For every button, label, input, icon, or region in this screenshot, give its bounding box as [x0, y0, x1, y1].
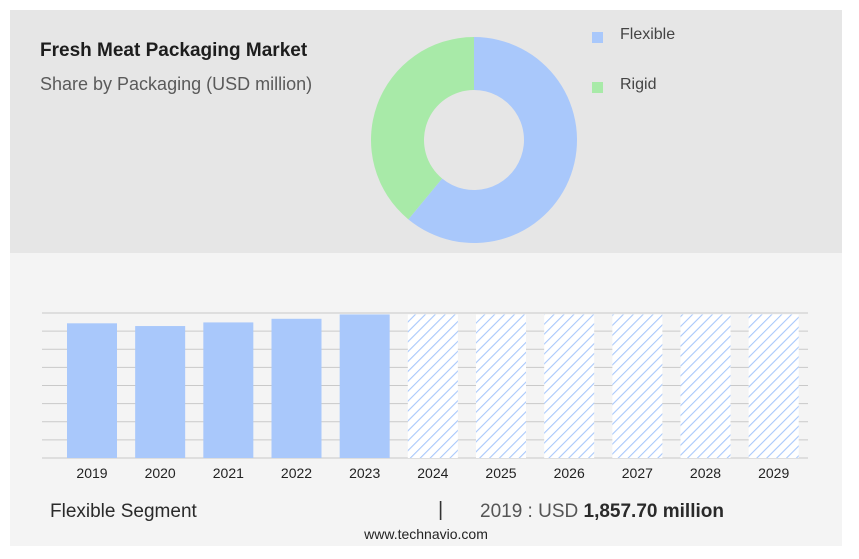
x-tick-2029: 2029 — [758, 465, 789, 481]
x-tick-2019: 2019 — [76, 465, 107, 481]
segment-label: Flexible Segment — [50, 501, 197, 522]
x-tick-2020: 2020 — [145, 465, 176, 481]
bar-2022 — [271, 318, 322, 458]
segment-year-prefix: 2019 : USD — [480, 501, 579, 522]
bar-2020 — [135, 326, 186, 458]
legend-swatch-rigid — [592, 82, 603, 93]
donut-slice-flexible — [408, 37, 577, 243]
bar-2021 — [203, 322, 254, 458]
x-tick-2028: 2028 — [690, 465, 721, 481]
bar-2028 — [680, 314, 731, 458]
segment-amount: 1,857.70 million — [583, 501, 724, 522]
x-tick-2027: 2027 — [622, 465, 653, 481]
x-tick-2022: 2022 — [281, 465, 312, 481]
bar-2029 — [748, 314, 799, 458]
x-tick-2023: 2023 — [349, 465, 380, 481]
footer-url: www.technavio.com — [364, 526, 488, 542]
infographic-frame: Fresh Meat Packaging Market Share by Pac… — [10, 10, 842, 546]
segment-value: 2019 : USD 1,857.70 million — [480, 501, 724, 523]
legend-label-rigid: Rigid — [620, 76, 657, 93]
x-tick-2021: 2021 — [213, 465, 244, 481]
x-tick-2024: 2024 — [417, 465, 448, 481]
bar-2019 — [67, 323, 117, 458]
bar-chart: 2019 2020 2021 2022 2023 2024 2025 2026 2027 2028… — [42, 312, 808, 481]
chart-subtitle: Share by Packaging (USD million) — [40, 74, 313, 94]
bar-2025 — [476, 314, 527, 458]
legend-label-flexible: Flexible — [620, 26, 676, 43]
bar-2024 — [407, 314, 458, 458]
x-tick-2025: 2025 — [485, 465, 516, 481]
donut-chart — [371, 37, 577, 243]
donut-slice-rigid — [371, 37, 474, 220]
x-tick-2026: 2026 — [554, 465, 585, 481]
bar-2026 — [544, 314, 595, 458]
legend-swatch-flexible — [592, 32, 603, 43]
segment-divider: | — [438, 499, 444, 521]
chart-title: Fresh Meat Packaging Market — [40, 40, 308, 61]
share-panel: Fresh Meat Packaging Market Share by Pac… — [10, 10, 842, 253]
bar-2027 — [612, 314, 663, 458]
bar-2023 — [339, 314, 390, 458]
